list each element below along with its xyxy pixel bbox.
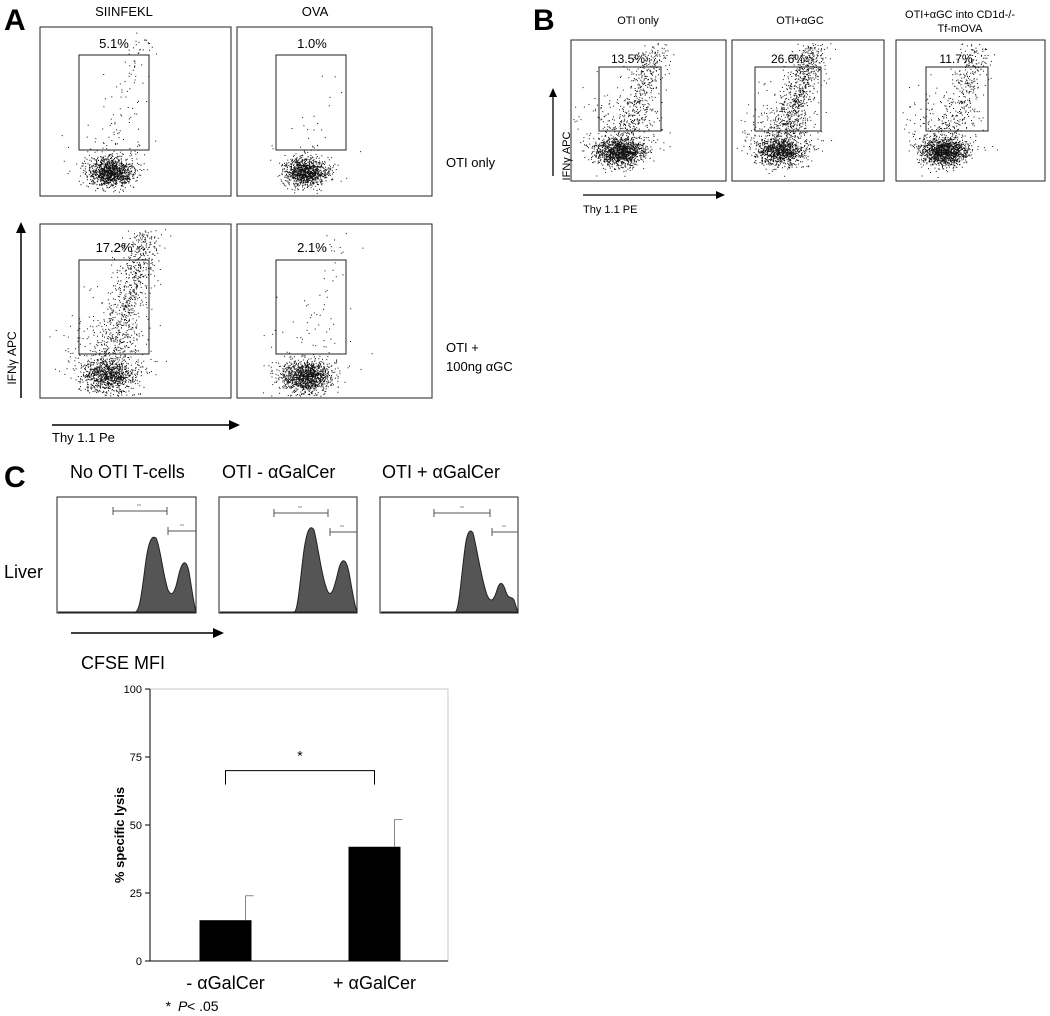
panel-a-plot-r1c2 (236, 26, 433, 197)
panel-c-histogram-curve-1 (58, 536, 197, 613)
panel-b-plot-2 (731, 39, 885, 182)
dots (270, 75, 362, 194)
panel-c-histogram-frame-3 (379, 496, 519, 614)
panel-a-dots-r1c2 (270, 75, 362, 194)
panel-b-y-arrowhead (549, 88, 557, 97)
y-tick-label-2: 50 (130, 820, 142, 832)
panel-c-x-arrowhead (213, 628, 224, 638)
panel-a-row-label-oti-plus: OTI + (446, 340, 479, 355)
panel-a-col-header-siinfekl: SIINFEKL (95, 4, 153, 19)
panel-b-percent-1: 13.5% (611, 52, 645, 66)
panel-b-gate-3 (925, 66, 989, 132)
panel-b-y-axis-label: IFNγ APC (561, 132, 573, 181)
panel-a-dots-r2c2 (262, 233, 373, 397)
footnote-p: P (178, 998, 188, 1014)
footnote-star: * (165, 998, 171, 1014)
panel-a-letter: A (4, 4, 26, 37)
panel-c-histogram-frame-1 (56, 496, 197, 614)
panel-b-percent-3: 11.7% (939, 52, 972, 66)
panel-a-col-header-ova: OVA (302, 4, 329, 19)
panel-c-gate-m2-label-2: M2 (298, 505, 302, 509)
panel-a-x-arrowhead (229, 420, 240, 430)
dots (49, 229, 172, 397)
y-tick-label-3: 75 (130, 752, 142, 764)
panel-a-row-label-otionly: OTI only (446, 155, 496, 170)
panel-a-dots-r2c1 (49, 229, 172, 397)
panel-b-gate-2 (754, 66, 822, 132)
panel-c-x-axis-label: CFSE MFI (81, 653, 165, 673)
panel-b-col-header-otionly: OTI only (617, 15, 659, 27)
significance-star: * (297, 748, 303, 764)
panel-b-col-header-oti-agc: OTI+αGC (776, 15, 824, 27)
x-category-label-0: - αGalCer (186, 973, 264, 993)
panel-c-col-header-oti-minus: OTI - αGalCer (222, 462, 335, 482)
panel-a-plot-r2c1 (39, 223, 232, 399)
panel-a-percent-r2c2: 2.1% (297, 240, 327, 255)
bar-chart-y-axis-label: % specific lysis (112, 787, 127, 883)
dots (736, 43, 836, 177)
dots (573, 42, 675, 177)
panel-b-dots-1 (573, 42, 675, 177)
panel-c-col-header-no-oti: No OTI T-cells (70, 462, 185, 482)
dots (262, 233, 373, 397)
panel-c-letter: C (4, 461, 26, 494)
dots (61, 32, 158, 193)
panel-c-histogram-curve-3 (381, 530, 519, 613)
panel-c-col-header-oti-plus: OTI + αGalCer (382, 462, 500, 482)
panel-b-x-arrowhead (716, 191, 725, 199)
panel-a-gate-r1c1 (78, 54, 150, 151)
y-tick-label-1: 25 (130, 888, 142, 900)
panel-b-col-header-cd1d: OTI+αGC into CD1d-/- (905, 9, 1015, 21)
x-category-label-1: + αGalCer (333, 973, 416, 993)
panel-a-x-axis-label: Thy 1.1 Pe (52, 430, 115, 445)
panel-b-x-axis-label: Thy 1.1 PE (583, 204, 637, 216)
panel-c-histogram-curve-2 (220, 527, 358, 613)
bar-chart: 0 25 50 75 100 % specific lysis - αGalCer + αGa… (112, 684, 449, 993)
panel-a-plot-r2c2 (236, 223, 433, 399)
significance-bracket (225, 770, 375, 785)
y-tick-label-4: 100 (124, 684, 142, 696)
panel-c-gate-m2-label-3: M2 (460, 505, 464, 509)
panel-b-percent-2: 26.6% (771, 52, 805, 66)
footnote-text: < .05 (187, 998, 219, 1014)
panel-a-row-label-100ng: 100ng αGC (446, 359, 513, 374)
panel-b-gate-1 (598, 66, 662, 132)
bar-0 (199, 920, 252, 961)
bar-chart-frame (149, 688, 449, 962)
panel-a-percent-r1c2: 1.0% (297, 36, 327, 51)
panel-b-plot-1 (570, 39, 727, 182)
panel-c-row-label-liver: Liver (4, 562, 43, 582)
bar-1 (348, 846, 401, 961)
panel-a-y-arrowhead (16, 222, 26, 233)
panel-c-gate-m1-label-2: M1 (340, 524, 344, 528)
panel-b-col-header-tfmova: Tf-mOVA (937, 23, 983, 35)
y-tick-label-0: 0 (136, 956, 142, 968)
panel-b-dots-2 (736, 43, 836, 177)
panel-a-gate-r1c2 (275, 54, 347, 151)
panel-b-dots-3 (902, 43, 998, 178)
panel-a-dots-r1c1 (61, 32, 158, 193)
dots (902, 43, 998, 178)
panel-c-gate-m1-label-3: M1 (502, 524, 506, 528)
panel-a-percent-r1c1: 5.1% (99, 36, 129, 51)
panel-c-histogram-frame-2 (218, 496, 358, 614)
panel-a-gate-r2c1 (78, 259, 150, 355)
panel-c-gate-m1-label-1: M1 (180, 523, 184, 527)
panel-a-y-axis-label: IFNγ APC (5, 331, 19, 385)
panel-b-plot-3 (895, 39, 1046, 182)
panel-c-gate-m2-label-1: M2 (137, 503, 141, 507)
panel-a-gate-r2c2 (275, 259, 347, 355)
panel-b-letter: B (533, 4, 555, 37)
panel-a-plot-r1c1 (39, 26, 232, 197)
panel-a-percent-r2c1: 17.2% (96, 240, 133, 255)
